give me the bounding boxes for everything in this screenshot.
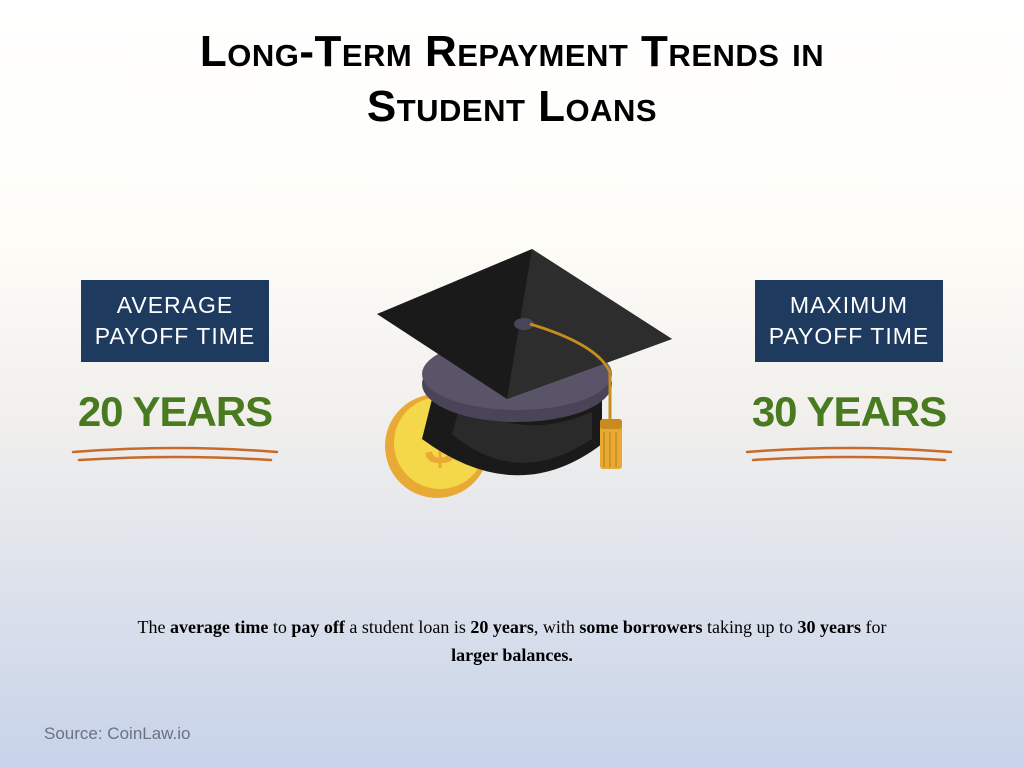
left-label-2: PAYOFF TIME xyxy=(95,321,256,352)
right-stat-value: 30 YEARS xyxy=(752,388,946,436)
content-row: AVERAGE PAYOFF TIME 20 YEARS $ xyxy=(0,164,1024,524)
left-stat: AVERAGE PAYOFF TIME 20 YEARS xyxy=(60,280,290,468)
right-stat-label: MAXIMUM PAYOFF TIME xyxy=(755,280,944,362)
left-stat-value: 20 YEARS xyxy=(78,388,272,436)
page-title: Long-Term Repayment Trends in Student Lo… xyxy=(0,0,1024,134)
title-line1: Long-Term Repayment Trends in xyxy=(0,24,1024,79)
right-stat: MAXIMUM PAYOFF TIME 30 YEARS xyxy=(734,280,964,468)
left-stat-label: AVERAGE PAYOFF TIME xyxy=(81,280,270,362)
graduation-cap-icon: $ xyxy=(342,224,682,524)
title-line2: Student Loans xyxy=(0,79,1024,134)
source-text: Source: CoinLaw.io xyxy=(44,724,190,744)
underline-icon xyxy=(739,442,959,468)
right-label-1: MAXIMUM xyxy=(769,290,930,321)
underline-icon xyxy=(65,442,285,468)
right-label-2: PAYOFF TIME xyxy=(769,321,930,352)
description-text: The average time to pay off a student lo… xyxy=(0,614,1024,670)
left-label-1: AVERAGE xyxy=(95,290,256,321)
